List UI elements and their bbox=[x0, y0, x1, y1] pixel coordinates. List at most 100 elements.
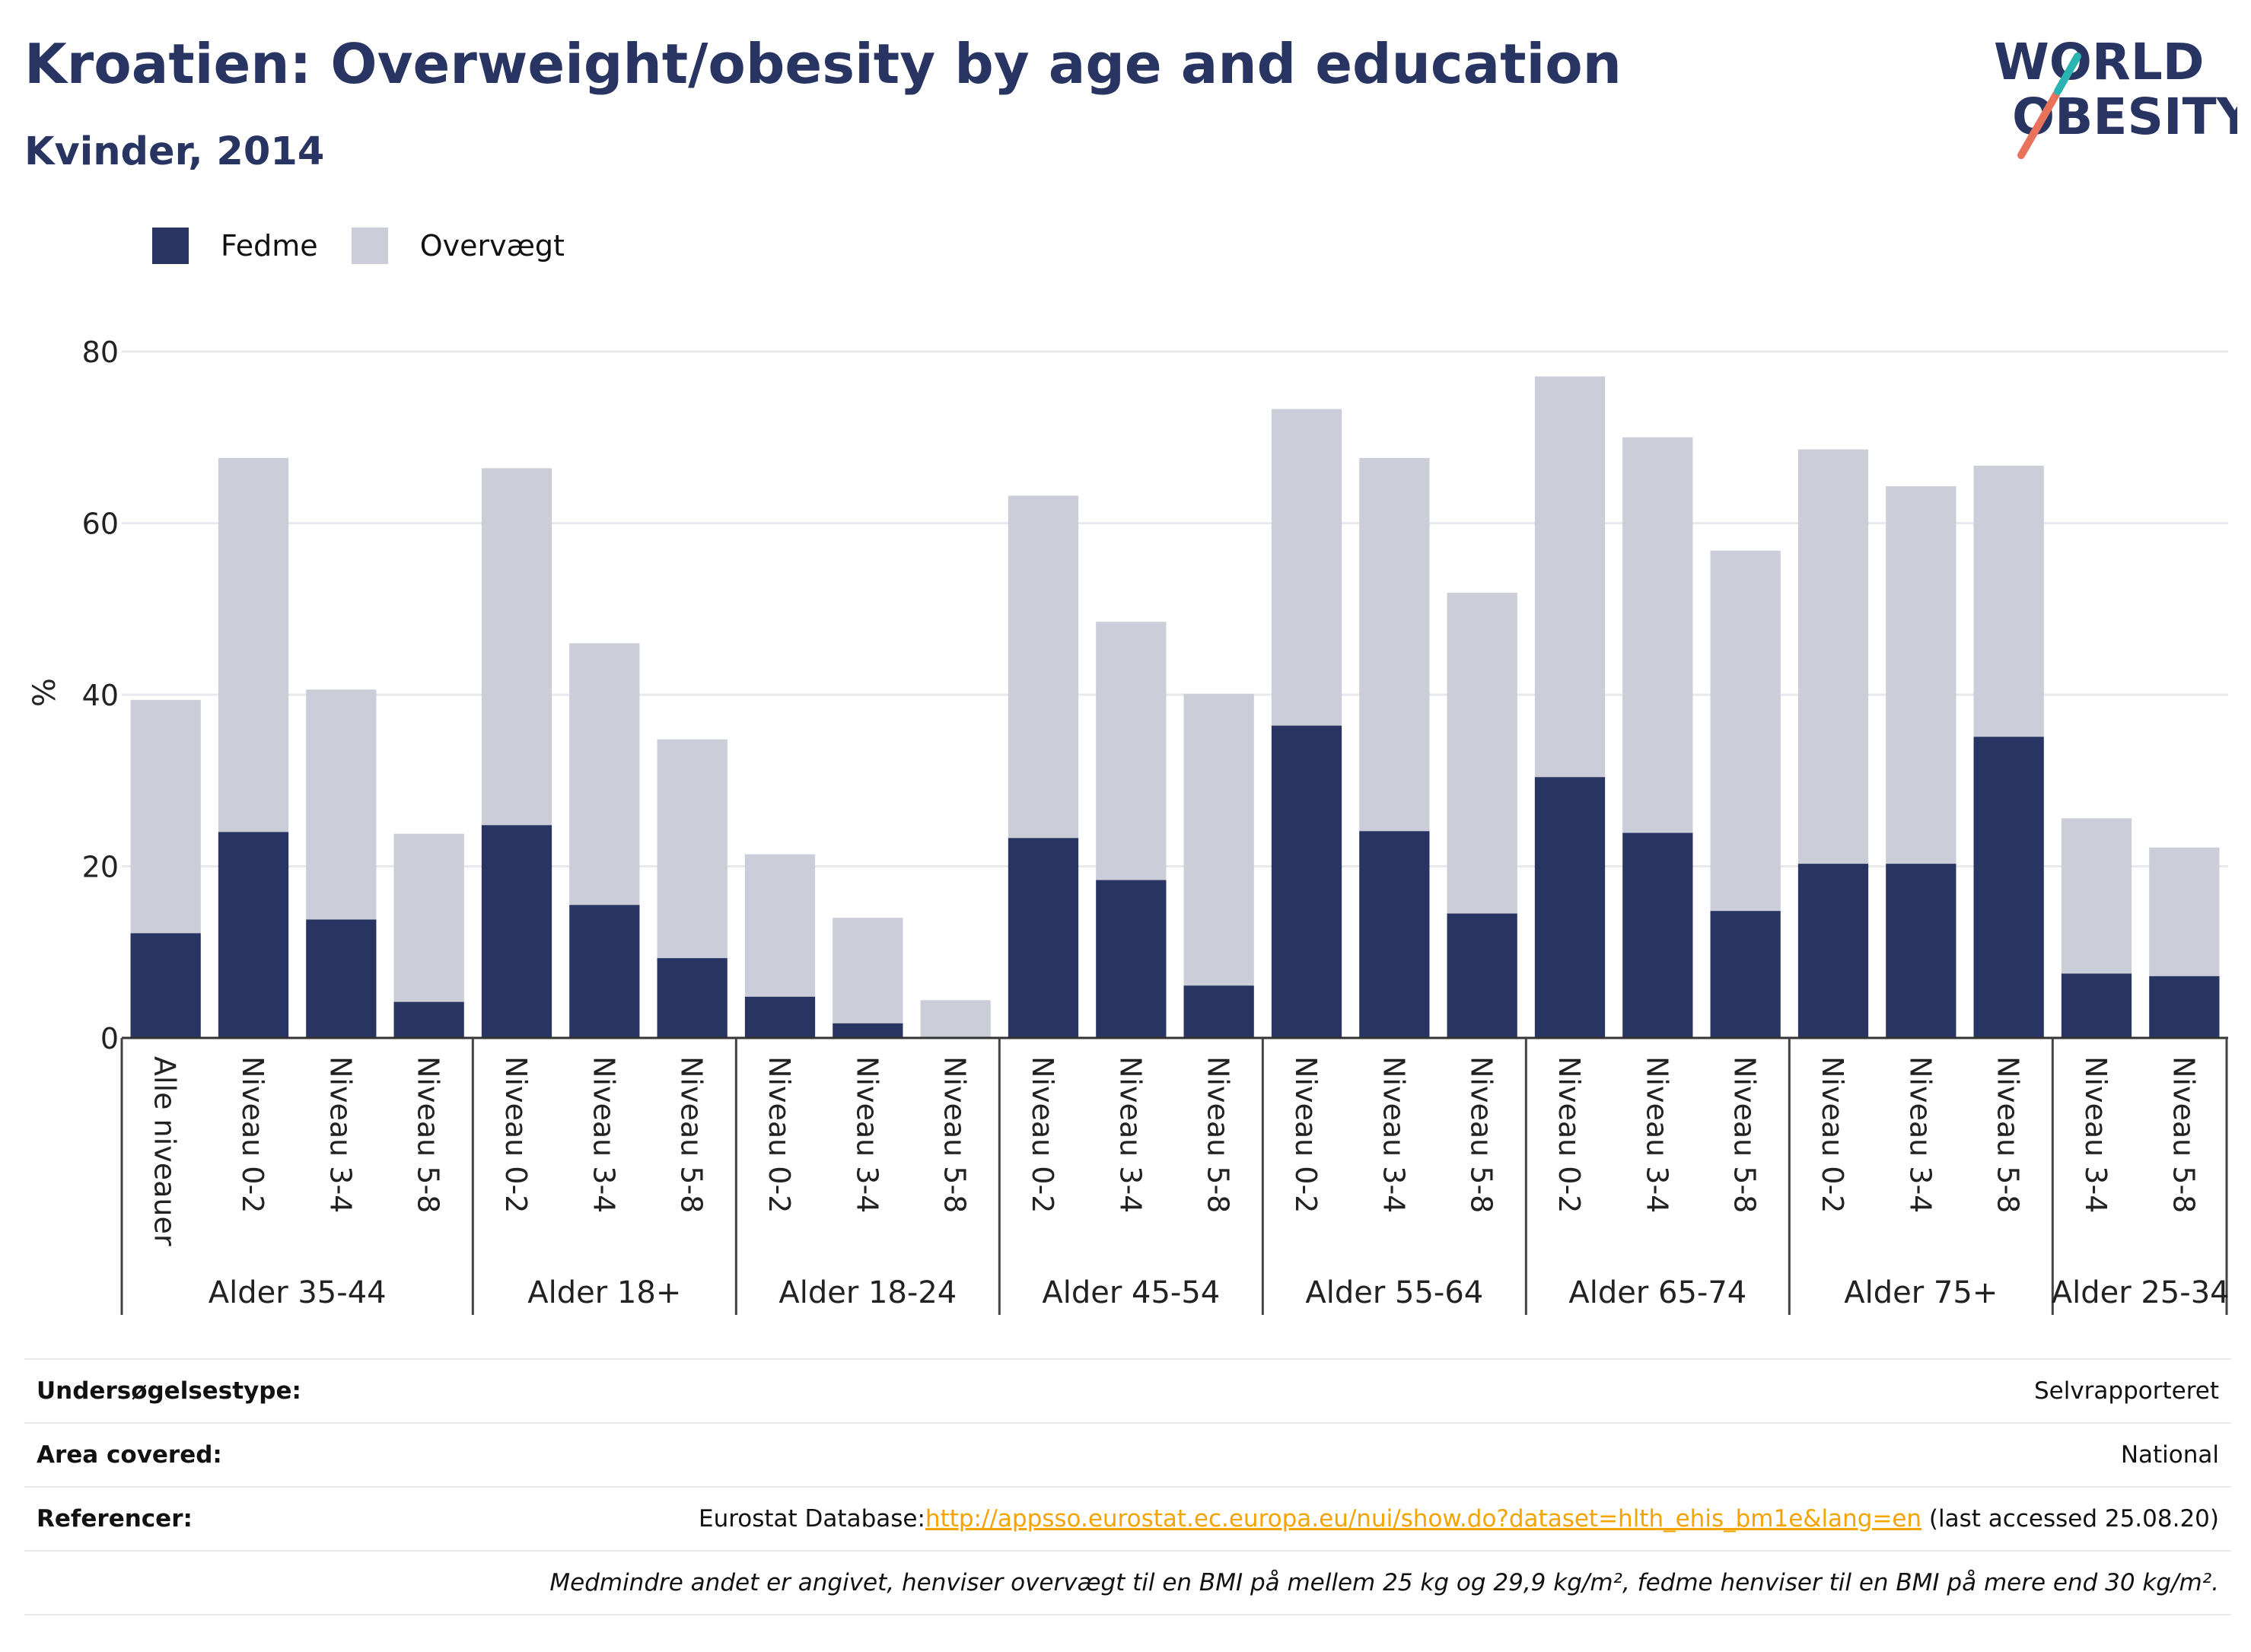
bar-overvaegt bbox=[1271, 409, 1342, 726]
x-tick-label: Niveau 3-4 bbox=[850, 1056, 884, 1213]
x-tick-label: Niveau 5-8 bbox=[1202, 1056, 1235, 1213]
chart-legend: Fedme Overvægt bbox=[152, 224, 598, 267]
bar-overvaegt bbox=[1622, 437, 1693, 833]
group-label: Alder 25-34 bbox=[2052, 1275, 2230, 1310]
y-tick-label: 80 bbox=[82, 336, 119, 369]
bar-fedme bbox=[1359, 831, 1430, 1038]
bar-fedme bbox=[657, 958, 728, 1038]
x-tick-label: Niveau 5-8 bbox=[412, 1056, 445, 1213]
x-tick-label: Niveau 3-4 bbox=[1377, 1056, 1410, 1213]
area-label: Area covered: bbox=[37, 1441, 222, 1469]
references-label: Referencer: bbox=[37, 1505, 193, 1533]
bar-fedme bbox=[1797, 864, 1869, 1038]
bar-overvaegt bbox=[1710, 550, 1781, 912]
bar-fedme bbox=[306, 919, 377, 1038]
reference-prefix: Eurostat Database: bbox=[698, 1505, 925, 1533]
bar-fedme bbox=[1447, 913, 1517, 1038]
chart-subtitle: Kvinder, 2014 bbox=[24, 129, 325, 174]
bar-fedme bbox=[1622, 832, 1693, 1038]
group-label: Alder 35-44 bbox=[209, 1275, 387, 1310]
bar-overvaegt bbox=[1359, 457, 1430, 832]
bar-fedme bbox=[130, 933, 201, 1038]
bar-overvaegt bbox=[130, 699, 201, 934]
bar-fedme bbox=[744, 996, 816, 1038]
bar-overvaegt bbox=[393, 833, 464, 1002]
bar-fedme bbox=[218, 832, 289, 1038]
logo-stripe-coral bbox=[2017, 91, 2060, 159]
bar-overvaegt bbox=[1008, 495, 1079, 839]
x-tick-label: Niveau 0-2 bbox=[1289, 1056, 1323, 1213]
x-tick-label: Niveau 0-2 bbox=[499, 1056, 533, 1213]
bmi-note: Medmindre andet er angivet, henviser ove… bbox=[549, 1569, 2219, 1596]
x-tick-label: Niveau 5-8 bbox=[1992, 1056, 2025, 1213]
bar-overvaegt bbox=[481, 468, 552, 826]
bar-overvaegt bbox=[569, 643, 640, 906]
bar-fedme bbox=[833, 1023, 903, 1038]
reference-suffix: (last accessed 25.08.20) bbox=[1921, 1505, 2219, 1533]
x-tick-label: Niveau 0-2 bbox=[763, 1056, 796, 1213]
bar-overvaegt bbox=[1447, 592, 1517, 914]
stacked-bar-chart: 0 20 40 60 80% Alle niveauer Niveau 0-2 Niveau … bbox=[27, 336, 2230, 1315]
x-tick-label: Niveau 3-4 bbox=[1903, 1056, 1937, 1213]
bar-fedme bbox=[2061, 973, 2132, 1038]
x-tick-label: Niveau 3-4 bbox=[2079, 1056, 2113, 1213]
bar-overvaegt bbox=[1096, 622, 1167, 880]
info-row-references: Referencer: Eurostat Database:http://app… bbox=[24, 1486, 2231, 1550]
bar-fedme bbox=[2149, 976, 2220, 1038]
bar-overvaegt bbox=[1797, 449, 1869, 864]
legend-label-overvaegt: Overvægt bbox=[419, 229, 565, 263]
x-tick-label: Niveau 3-4 bbox=[323, 1056, 357, 1213]
y-axis-label: % bbox=[27, 678, 62, 707]
y-tick-label: 40 bbox=[82, 679, 119, 712]
group-label: Alder 75+ bbox=[1844, 1275, 1998, 1310]
bar-fedme bbox=[1534, 777, 1606, 1038]
bar-fedme bbox=[481, 825, 552, 1038]
survey-label: Undersøgelsestype: bbox=[37, 1377, 301, 1405]
x-tick-label: Niveau 0-2 bbox=[236, 1056, 269, 1213]
bar-fedme bbox=[1886, 864, 1956, 1038]
info-row-area: Area covered: National bbox=[24, 1422, 2231, 1486]
bar-overvaegt bbox=[218, 457, 289, 832]
reference-link[interactable]: http://appsso.eurostat.ec.europa.eu/nui/… bbox=[925, 1505, 1922, 1533]
logo-word-world: WORLD bbox=[1994, 33, 2205, 91]
group-label: Alder 18+ bbox=[527, 1275, 681, 1310]
bar-overvaegt bbox=[744, 854, 816, 997]
legend-swatch-overvaegt bbox=[351, 228, 388, 264]
bar-fedme bbox=[1710, 911, 1781, 1038]
x-tick-label: Niveau 5-8 bbox=[675, 1056, 708, 1213]
legend-swatch-fedme bbox=[152, 228, 189, 264]
x-tick-label: Niveau 3-4 bbox=[587, 1056, 620, 1213]
x-tick-label: Niveau 3-4 bbox=[1113, 1056, 1147, 1213]
x-tick-label: Niveau 5-8 bbox=[1728, 1056, 1762, 1213]
x-tick-label: Niveau 5-8 bbox=[938, 1056, 972, 1213]
world-obesity-logo: WORLD OBESITY bbox=[1994, 33, 2237, 159]
chart-title: Kroatien: Overweight/obesity by age and … bbox=[24, 32, 1622, 96]
bar-overvaegt bbox=[306, 689, 377, 920]
x-tick-label: Alle niveauer bbox=[148, 1056, 182, 1246]
info-table: Undersøgelsestype: Selvrapporteret Area … bbox=[24, 1358, 2231, 1615]
x-tick-label: Niveau 0-2 bbox=[1026, 1056, 1059, 1213]
x-tick-label: Niveau 0-2 bbox=[1816, 1056, 1849, 1213]
bar-fedme bbox=[1973, 737, 2044, 1038]
bar-overvaegt bbox=[920, 1000, 991, 1038]
bar-fedme bbox=[1008, 838, 1079, 1038]
legend-item-fedme[interactable]: Fedme bbox=[152, 228, 318, 264]
group-label: Alder 55-64 bbox=[1305, 1275, 1483, 1310]
bar-fedme bbox=[1183, 985, 1254, 1038]
bar-overvaegt bbox=[657, 739, 728, 959]
x-tick-label: Niveau 0-2 bbox=[1552, 1056, 1586, 1213]
bar-fedme bbox=[1096, 880, 1167, 1038]
bar-fedme bbox=[1271, 725, 1342, 1038]
bar-overvaegt bbox=[2149, 847, 2220, 976]
bar-fedme bbox=[393, 1001, 464, 1038]
legend-item-overvaegt[interactable]: Overvægt bbox=[351, 228, 565, 264]
y-tick-label: 0 bbox=[100, 1022, 119, 1055]
group-label: Alder 18-24 bbox=[778, 1275, 957, 1310]
legend-label-fedme: Fedme bbox=[221, 229, 318, 263]
info-row-survey: Undersøgelsestype: Selvrapporteret bbox=[24, 1358, 2231, 1422]
x-tick-label: Niveau 3-4 bbox=[1640, 1056, 1673, 1213]
y-tick-label: 60 bbox=[82, 508, 119, 541]
group-label: Alder 45-54 bbox=[1042, 1275, 1220, 1310]
bar-overvaegt bbox=[1534, 376, 1606, 778]
y-tick-label: 20 bbox=[82, 851, 119, 884]
